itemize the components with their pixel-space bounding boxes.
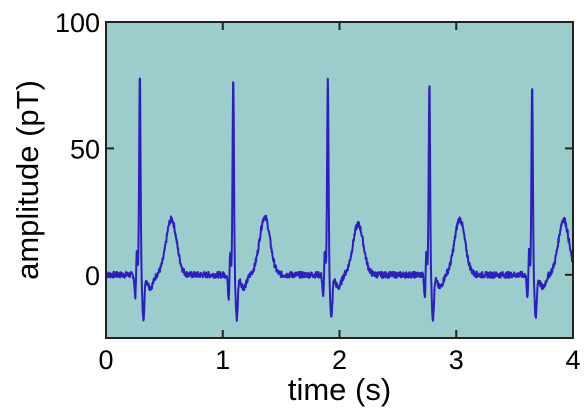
y-axis-title: amplitude (pT) <box>10 80 45 280</box>
tick-labels: 0 1 2 3 4 0 50 100 <box>55 8 581 375</box>
x-tick-label: 2 <box>332 345 347 375</box>
x-tick-label: 3 <box>449 345 464 375</box>
plot-frame <box>105 21 574 339</box>
x-axis-title: time (s) <box>288 372 391 407</box>
y-tick-label: 100 <box>55 8 100 38</box>
plot-area <box>106 22 573 338</box>
x-tick-label: 4 <box>565 345 580 375</box>
y-tick-label: 0 <box>85 261 100 291</box>
x-tick-label: 0 <box>98 345 113 375</box>
x-tick-label: 1 <box>215 345 230 375</box>
y-tick-label: 50 <box>70 134 100 164</box>
signal-line <box>105 77 574 322</box>
